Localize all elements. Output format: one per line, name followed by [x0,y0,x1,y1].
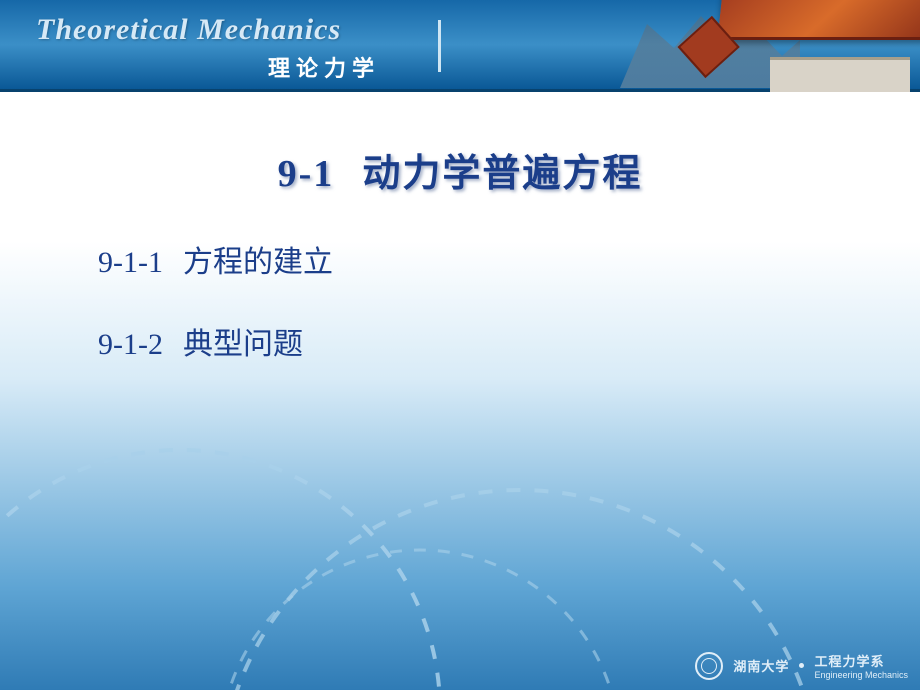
section-title-text: 动力学普遍方程 [362,153,642,195]
header-title-chinese: 理论力学 [36,51,380,83]
section-number: 9-1 [278,153,335,195]
roof-decoration [717,0,920,40]
outline-item: 9-1-1 方程的建立 [98,237,920,281]
outline-item: 9-1-2 典型问题 [98,319,920,363]
outline-item-label: 典型问题 [183,328,303,361]
outline-list: 9-1-1 方程的建立 9-1-2 典型问题 [0,237,920,363]
footer-department: 工程力学系 Engineering Mechanics [814,651,908,680]
outline-item-number: 9-1-1 [98,246,163,279]
slide: Theoretical Mechanics 理论力学 9-1 动力学普遍方程 9-… [0,0,920,690]
footer: 湖南大学 工程力学系 Engineering Mechanics [695,651,908,680]
header-divider [438,20,441,72]
university-logo-icon [695,652,723,680]
footer-department-cn: 工程力学系 [814,654,884,669]
header-bar: Theoretical Mechanics 理论力学 [0,0,920,92]
footer-university: 湖南大学 [733,656,789,675]
header-ornament [610,0,920,92]
wall-decoration [770,57,910,92]
section-title: 9-1 动力学普遍方程 [0,142,920,197]
footer-department-en: Engineering Mechanics [814,670,908,680]
outline-item-label: 方程的建立 [183,246,333,279]
dashed-circle [0,450,440,690]
header-title-block: Theoretical Mechanics 理论力学 [0,7,380,83]
outline-item-number: 9-1-2 [98,328,163,361]
dashed-circle [220,550,620,690]
content-area: 9-1 动力学普遍方程 9-1-1 方程的建立 9-1-2 典型问题 [0,92,920,363]
header-title-english: Theoretical Mechanics [36,13,380,47]
footer-separator-icon [799,663,804,668]
